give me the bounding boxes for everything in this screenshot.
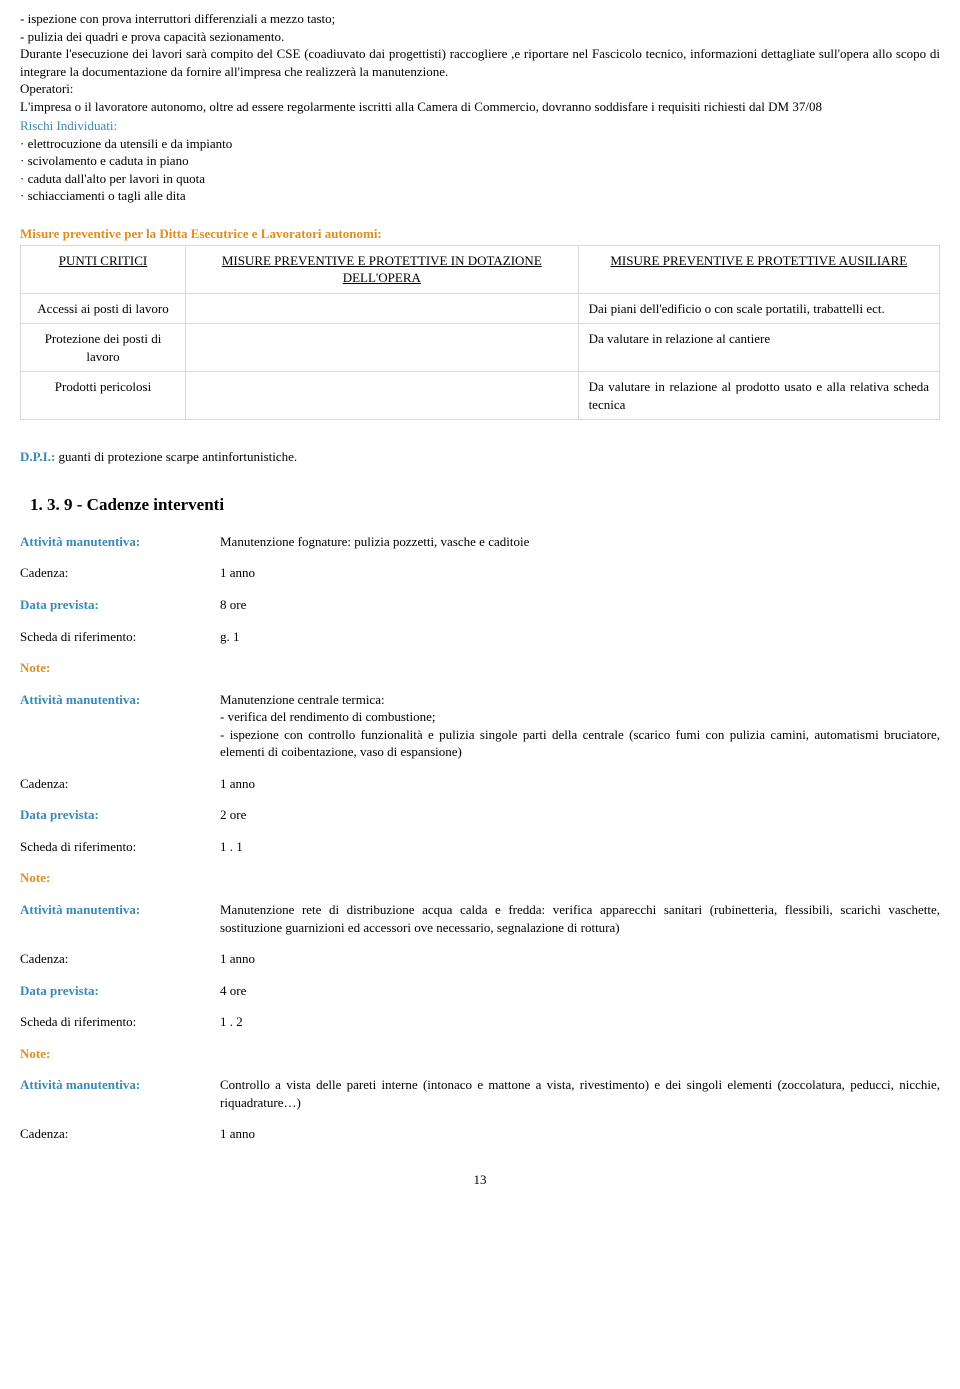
cadenza-row: Cadenza:1 anno bbox=[20, 950, 940, 968]
attivita-row-label: Attività manutentiva: bbox=[20, 1076, 220, 1111]
intro-line: Operatori: bbox=[20, 80, 940, 98]
cadenza-row-label: Cadenza: bbox=[20, 564, 220, 582]
rischi-list: · elettrocuzione da utensili e da impian… bbox=[20, 135, 940, 205]
data-row-label: Data prevista: bbox=[20, 806, 220, 824]
cadenza-row-value: 1 anno bbox=[220, 950, 940, 968]
table-cell bbox=[186, 324, 579, 372]
table-row: Accessi ai posti di lavoro Dai piani dell… bbox=[21, 293, 940, 324]
cadenza-row-value: 1 anno bbox=[220, 775, 940, 793]
dpi-line: D.P.I.: guanti di protezione scarpe anti… bbox=[20, 448, 940, 466]
table-cell: Da valutare in relazione al cantiere bbox=[578, 324, 939, 372]
data-row-label: Data prevista: bbox=[20, 596, 220, 614]
cadenza-row-label: Cadenza: bbox=[20, 1125, 220, 1143]
misure-title: Misure preventive per la Ditta Esecutric… bbox=[20, 225, 940, 243]
intro-line: Durante l'esecuzione dei lavori sarà com… bbox=[20, 45, 940, 80]
data-row-value: 8 ore bbox=[220, 596, 940, 614]
table-cell: Da valutare in relazione al prodotto usa… bbox=[578, 372, 939, 420]
scheda-row-label: Scheda di riferimento: bbox=[20, 628, 220, 646]
data-row: Data prevista:8 ore bbox=[20, 596, 940, 614]
attivita-row: Attività manutentiva:Manutenzione fognat… bbox=[20, 533, 940, 551]
cadenza-row-label: Cadenza: bbox=[20, 950, 220, 968]
intro-line: - pulizia dei quadri e prova capacità se… bbox=[20, 28, 940, 46]
scheda-row: Scheda di riferimento:1 . 1 bbox=[20, 838, 940, 856]
data-row: Data prevista:4 ore bbox=[20, 982, 940, 1000]
table-header: MISURE PREVENTIVE E PROTETTIVE AUSILIARE bbox=[578, 245, 939, 293]
scheda-row-label: Scheda di riferimento: bbox=[20, 838, 220, 856]
table-cell: Prodotti pericolosi bbox=[21, 372, 186, 420]
data-row-value: 4 ore bbox=[220, 982, 940, 1000]
intro-line: - ispezione con prova interruttori diffe… bbox=[20, 10, 940, 28]
note-row: Note: bbox=[20, 869, 940, 887]
dpi-label: D.P.I.: bbox=[20, 449, 55, 464]
rischi-item: · caduta dall'alto per lavori in quota bbox=[20, 170, 940, 188]
data-row-value: 2 ore bbox=[220, 806, 940, 824]
cadenza-row: Cadenza:1 anno bbox=[20, 564, 940, 582]
scheda-row-value: 1 . 2 bbox=[220, 1013, 940, 1031]
page-number: 13 bbox=[20, 1171, 940, 1189]
attivita-row-label: Attività manutentiva: bbox=[20, 533, 220, 551]
data-row: Data prevista:2 ore bbox=[20, 806, 940, 824]
scheda-row-value: g. 1 bbox=[220, 628, 940, 646]
table-row: Prodotti pericolosi Da valutare in relazi… bbox=[21, 372, 940, 420]
section-heading: 1. 3. 9 - Cadenze interventi bbox=[20, 494, 940, 517]
table-header: PUNTI CRITICI bbox=[21, 245, 186, 293]
scheda-row-label: Scheda di riferimento: bbox=[20, 1013, 220, 1031]
table-cell bbox=[186, 372, 579, 420]
attivita-row-value: Manutenzione fognature: pulizia pozzetti… bbox=[220, 533, 940, 551]
attivita-row-value: Manutenzione centrale termica:- verifica… bbox=[220, 691, 940, 761]
table-cell: Accessi ai posti di lavoro bbox=[21, 293, 186, 324]
misure-table: PUNTI CRITICIMISURE PREVENTIVE E PROTETT… bbox=[20, 245, 940, 421]
attivita-row-value: Manutenzione rete di distribuzione acqua… bbox=[220, 901, 940, 936]
data-row-label: Data prevista: bbox=[20, 982, 220, 1000]
cadenza-row-value: 1 anno bbox=[220, 1125, 940, 1143]
note-row-label: Note: bbox=[20, 659, 220, 677]
attivita-row: Attività manutentiva:Manutenzione rete d… bbox=[20, 901, 940, 936]
table-cell: Dai piani dell'edificio o con scale port… bbox=[578, 293, 939, 324]
table-cell: Protezione dei posti di lavoro bbox=[21, 324, 186, 372]
rischi-item: · scivolamento e caduta in piano bbox=[20, 152, 940, 170]
dpi-text: guanti di protezione scarpe antinfortuni… bbox=[55, 449, 297, 464]
attivita-row-label: Attività manutentiva: bbox=[20, 691, 220, 761]
attivita-row-value: Controllo a vista delle pareti interne (… bbox=[220, 1076, 940, 1111]
scheda-row: Scheda di riferimento:1 . 2 bbox=[20, 1013, 940, 1031]
cadenza-row: Cadenza:1 anno bbox=[20, 1125, 940, 1143]
cadenza-row-label: Cadenza: bbox=[20, 775, 220, 793]
rischi-item: · elettrocuzione da utensili e da impian… bbox=[20, 135, 940, 153]
rischi-item: · schiacciamenti o tagli alle dita bbox=[20, 187, 940, 205]
table-header: MISURE PREVENTIVE E PROTETTIVE IN DOTAZI… bbox=[186, 245, 579, 293]
note-row: Note: bbox=[20, 659, 940, 677]
intro-text: - ispezione con prova interruttori diffe… bbox=[20, 10, 940, 115]
note-row-label: Note: bbox=[20, 1045, 220, 1063]
table-cell bbox=[186, 293, 579, 324]
activities-container: Attività manutentiva:Manutenzione fognat… bbox=[20, 533, 940, 1143]
attivita-row-label: Attività manutentiva: bbox=[20, 901, 220, 936]
scheda-row: Scheda di riferimento:g. 1 bbox=[20, 628, 940, 646]
intro-line: L'impresa o il lavoratore autonomo, oltr… bbox=[20, 98, 940, 116]
rischi-title: Rischi Individuati: bbox=[20, 117, 940, 135]
note-row-label: Note: bbox=[20, 869, 220, 887]
attivita-row: Attività manutentiva:Manutenzione centra… bbox=[20, 691, 940, 761]
cadenza-row: Cadenza:1 anno bbox=[20, 775, 940, 793]
cadenza-row-value: 1 anno bbox=[220, 564, 940, 582]
table-row: Protezione dei posti di lavoro Da valutar… bbox=[21, 324, 940, 372]
note-row: Note: bbox=[20, 1045, 940, 1063]
scheda-row-value: 1 . 1 bbox=[220, 838, 940, 856]
attivita-row: Attività manutentiva:Controllo a vista d… bbox=[20, 1076, 940, 1111]
